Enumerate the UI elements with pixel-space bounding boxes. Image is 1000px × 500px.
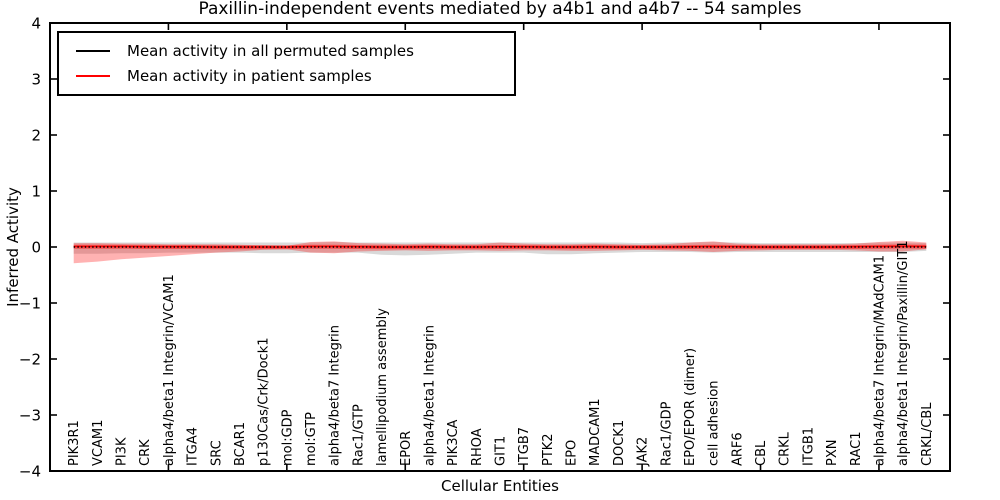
x-tick-label: SRC [209,440,224,466]
chart-title: Paxillin-independent events mediated by … [198,0,802,19]
x-tick-label: Rac1/GDP [659,401,674,466]
legend-item-label: Mean activity in patient samples [127,66,372,85]
x-tick-label: mol:GTP [304,412,319,466]
x-tick-label: GIT1 [494,436,509,466]
y-tick-label: −3 [19,407,41,425]
x-tick-label: CRKL [778,431,793,466]
x-tick-label: JAK2 [636,437,651,467]
x-tick-label: CRKL/CBL [920,402,935,466]
legend-item-label: Mean activity in all permuted samples [127,42,414,61]
x-tick-label: EPOR [399,431,414,466]
legend-line-patient-icon [76,74,110,77]
x-tick-label: mol:GDP [280,409,295,466]
x-tick-label: cell adhesion [707,380,722,466]
y-tick-label: 3 [31,71,41,89]
y-tick-label: 2 [31,127,41,145]
x-tick-label: VCAM1 [91,420,106,466]
legend-item-patient: Mean activity in patient samples [59,67,514,85]
x-tick-label: lamellipodium assembly [375,308,390,466]
y-tick-label: −1 [19,295,41,313]
x-tick-label: PIK3R1 [67,420,82,466]
x-tick-label: EPO [565,440,580,466]
x-tick-label: ITGA4 [186,427,201,466]
x-tick-label: ITGB7 [517,427,532,466]
x-tick-label: MADCAM1 [588,398,603,466]
x-tick-label: alpha4/beta1 Integrin/Paxillin/GIT1 [896,240,911,466]
x-tick-label: DOCK1 [612,420,627,466]
x-tick-label: PTK2 [541,433,556,466]
x-tick-label: p130Cas/Crk/Dock1 [257,337,272,466]
y-tick-label: −2 [19,351,41,369]
x-tick-label: alpha4/beta7 Integrin [328,325,343,466]
y-tick-label: 0 [31,239,41,257]
x-tick-label: PI3K [115,437,130,466]
x-axis-label: Cellular Entities [441,477,559,495]
legend-line-permuted-icon [76,50,110,53]
x-tick-label: BCAR1 [233,422,248,466]
legend: Mean activity in all permuted samples Me… [57,31,516,96]
x-tick-label: EPO/EPOR (dimer) [683,348,698,466]
y-tick-label: 4 [31,15,41,33]
x-tick-label: CRK [138,439,153,466]
x-tick-label: PIK3CA [446,419,461,466]
y-tick-label: 1 [31,183,41,201]
legend-item-permuted: Mean activity in all permuted samples [59,42,514,60]
x-tick-label: CBL [754,440,769,466]
y-tick-label: −4 [19,463,41,481]
x-tick-label: ITGB1 [801,427,816,466]
x-tick-label: PXN [825,440,840,466]
x-tick-label: alpha4/beta1 Integrin/VCAM1 [162,274,177,466]
x-tick-label: RAC1 [849,431,864,466]
band-permuted-range [73,242,927,256]
x-tick-label: Rac1/GTP [351,404,366,466]
plot-frame [49,22,951,472]
y-axis-label: Inferred Activity [4,187,22,307]
x-tick-label: alpha4/beta1 Integrin [422,325,437,466]
x-tick-label: ARF6 [730,432,745,466]
x-tick-label: RHOA [470,428,485,466]
x-tick-label: alpha4/beta7 Integrin/MAdCAM1 [872,255,887,466]
